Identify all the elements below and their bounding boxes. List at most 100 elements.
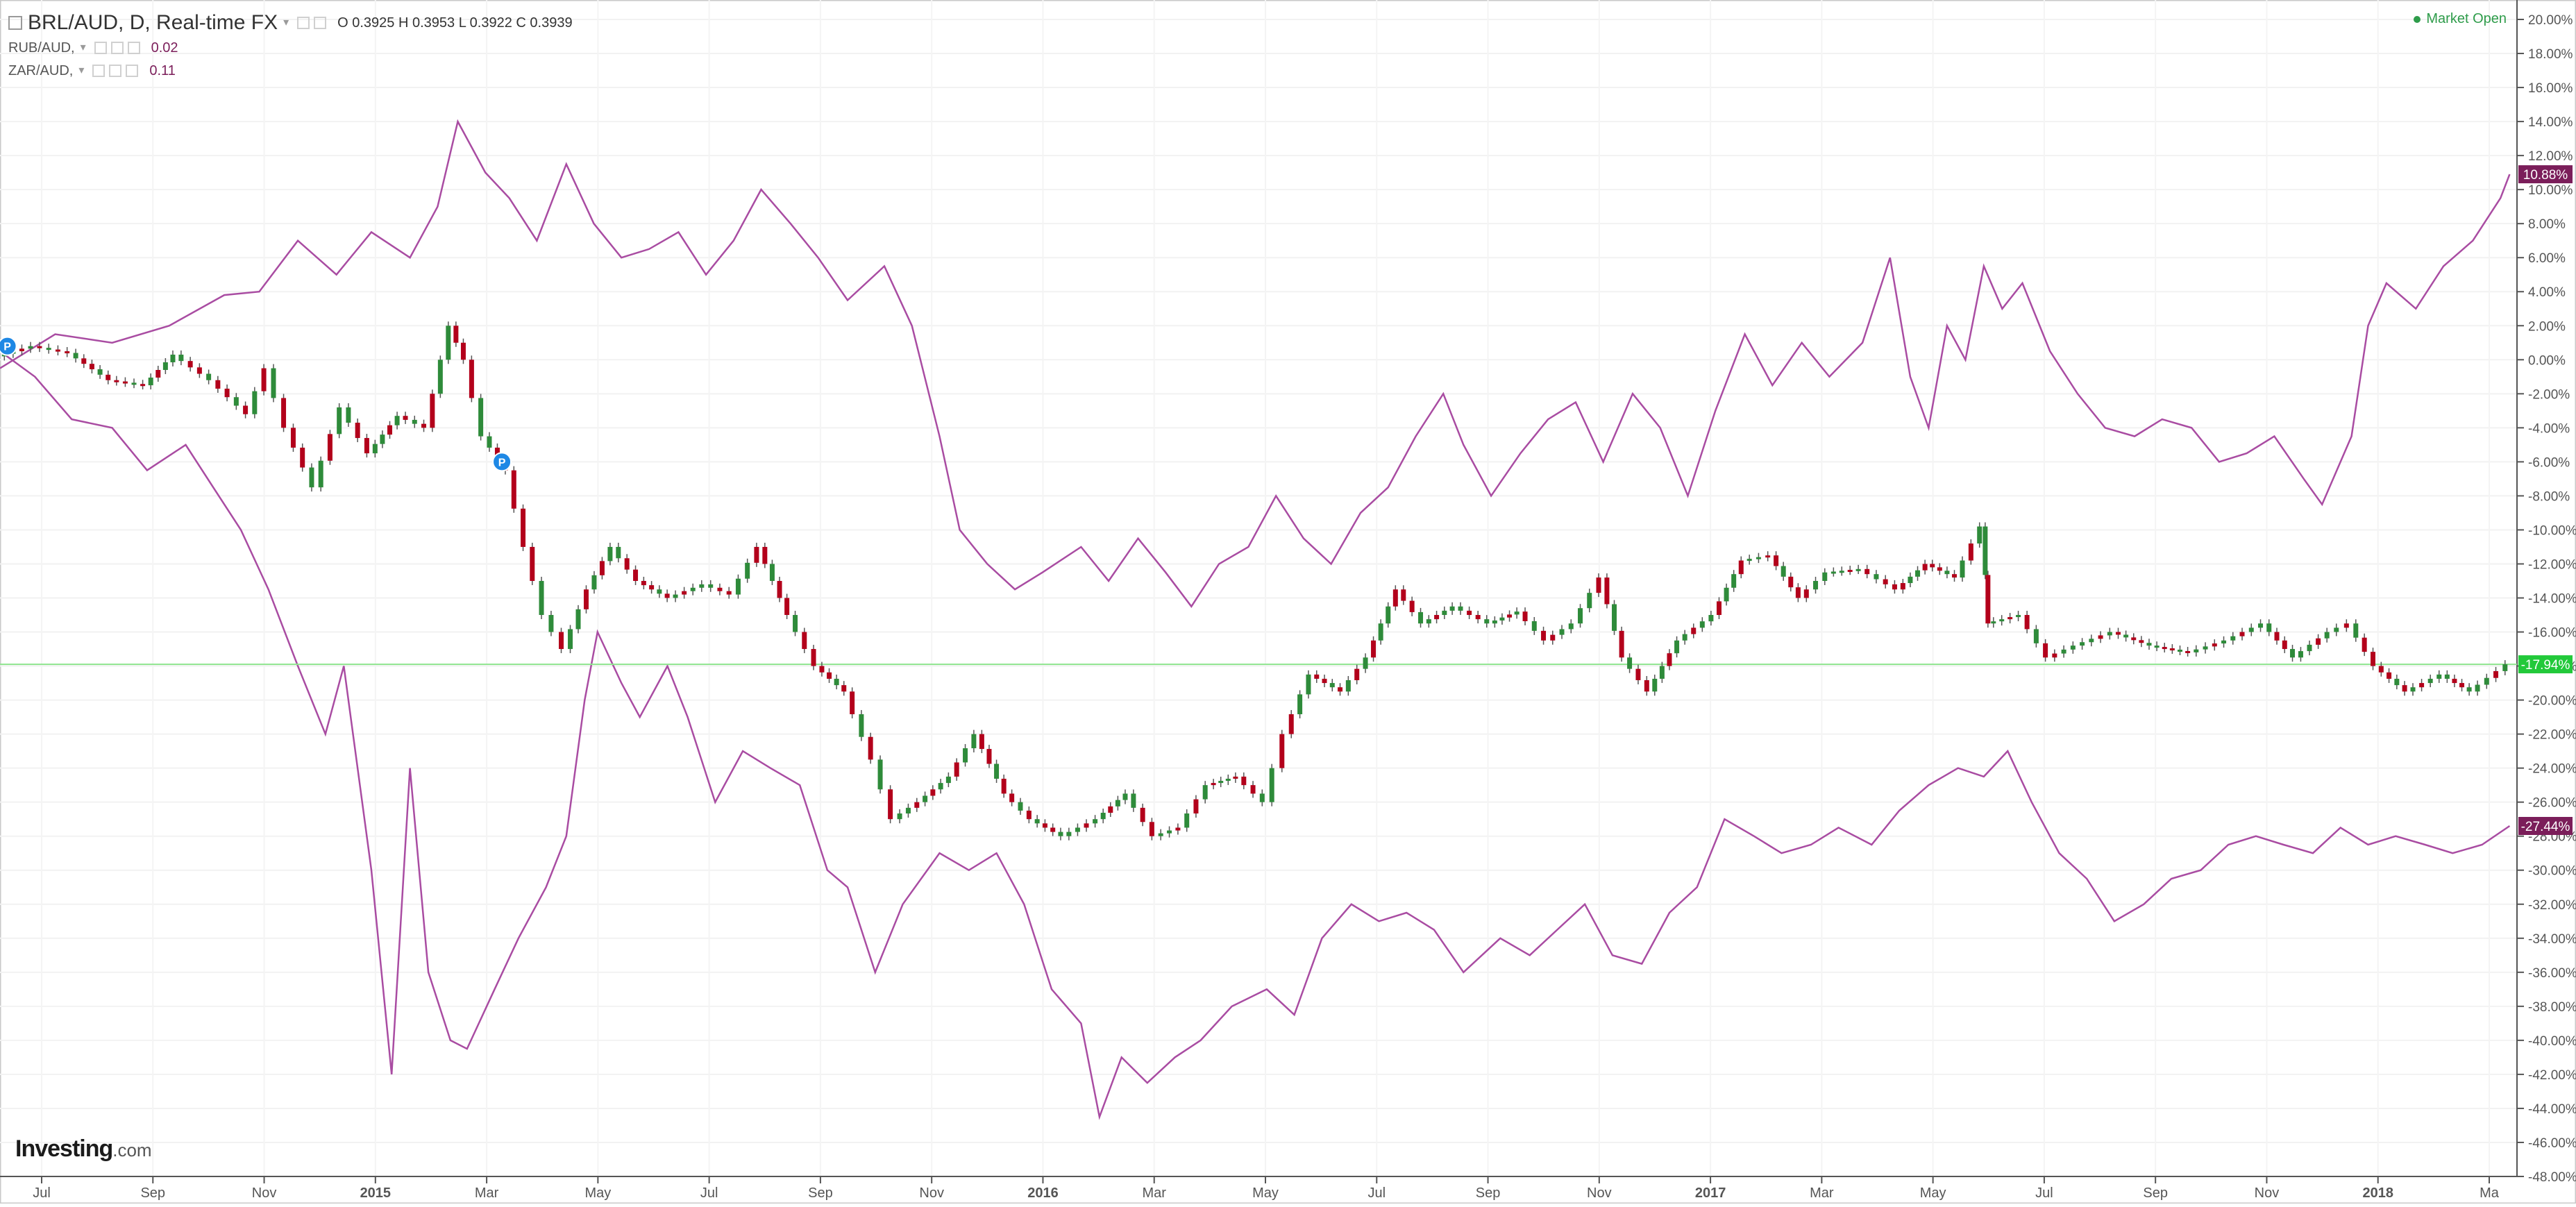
candle-body [2298,651,2303,658]
collapse-icon[interactable] [8,16,22,30]
candle-body [1131,793,1136,808]
close-icon[interactable] [126,64,139,77]
candle-body [657,589,662,594]
last-value-badge [2518,816,2573,835]
candle-body [170,354,176,362]
chevron-down-icon[interactable]: ▾ [283,17,289,28]
candle-body [888,789,893,820]
settings-icon[interactable] [110,41,124,54]
x-tick-label: Nov [1587,1185,1612,1201]
candle-body [1018,802,1023,811]
candle-body [271,368,276,398]
x-tick-label: Sep [140,1185,165,1201]
candle-body [1883,579,1888,584]
settings-icon[interactable] [109,64,122,77]
main-symbol[interactable]: BRL/AUD, D, Real-time FX [28,11,278,34]
y-tick-label: -10.00% [2528,523,2576,538]
event-marker[interactable] [492,452,512,472]
candle-body [1211,783,1216,786]
candle-body [2139,640,2144,643]
candle-body [859,714,864,737]
candle-body [178,354,184,362]
candle-body [769,564,775,581]
legend-main-row[interactable]: BRL/AUD, D, Real-time FX ▾ O 0.3925 H 0.… [8,10,573,36]
candle-body [1158,833,1163,836]
candle-body [784,598,790,616]
candle-body [1596,577,1601,593]
candle-body [2459,683,2465,688]
candle-body [131,382,137,385]
candle-body [355,422,360,439]
candle-body [1122,793,1128,800]
legend-compare-row-rub[interactable]: RUB/AUD, ▾ 0.02 [8,36,573,59]
candle-body [1442,610,1447,616]
x-tick-label: Ma [2480,1185,2500,1201]
close-icon[interactable] [127,41,140,54]
eye-icon[interactable] [92,64,106,77]
last-value-badge [2518,165,2573,184]
compare-symbol[interactable]: RUB/AUD, [8,40,75,56]
settings-icon[interactable] [314,17,327,29]
candle-body [1587,593,1592,609]
y-tick-label: -14.00% [2528,592,2576,607]
candle-body [548,615,554,632]
compare-symbol[interactable]: ZAR/AUD, [8,62,74,78]
candle-body [106,374,111,380]
last-value-badge [2518,655,2573,674]
candle-body [1716,601,1721,616]
x-tick-label: Jul [2035,1185,2053,1201]
eye-icon[interactable] [94,41,107,54]
candle-body [346,407,351,423]
candle-body [206,373,212,380]
candle-body [2484,677,2489,685]
candle-body [1652,678,1658,692]
candle-body [2239,632,2245,636]
chevron-down-icon[interactable]: ▾ [78,64,85,76]
y-tick-label: 20.00% [2528,13,2573,28]
candle-body [2007,617,2013,620]
candle-body [1788,576,1794,588]
candle-body [1297,694,1303,715]
candle-body [1915,570,1921,577]
eye-icon[interactable] [297,17,310,29]
candle-body [243,405,249,414]
y-tick-label: 16.00% [2528,81,2573,96]
y-tick-label: -20.00% [2528,694,2576,709]
candle-body [2427,678,2433,684]
compare-value: 0.11 [149,62,176,78]
candle-body [1507,614,1513,618]
event-marker[interactable] [0,336,17,356]
compare-value: 0.02 [151,40,178,56]
candle-body [1329,683,1335,688]
candle-body [261,368,267,391]
y-tick-label: 10.00% [2528,183,2573,198]
candle-body [979,734,984,750]
candle-body [1034,819,1040,824]
candle-body [690,587,696,591]
candle-body [1250,785,1256,794]
status-dot-icon [2414,16,2421,23]
candle-body [372,444,378,454]
candle-body [905,807,911,814]
candle-body [2162,647,2167,650]
candle-body [2123,634,2129,638]
candle-body [954,762,959,777]
candle-body [1991,621,1996,624]
candle-body [1746,559,1752,562]
candle-body [2410,687,2416,692]
candle-body [641,580,646,586]
x-tick-label: May [584,1185,611,1201]
chevron-down-icon[interactable]: ▾ [80,41,86,53]
candle-body [1093,819,1098,824]
candle-body [1691,627,1697,634]
event-marker-label: P [3,341,11,353]
candle-body [1042,823,1047,828]
candle-body [2402,685,2407,692]
legend-compare-row-zar[interactable]: ZAR/AUD, ▾ 0.11 [8,59,573,82]
candle-body [1612,604,1617,631]
candle-body [530,546,535,581]
y-tick-label: -4.00% [2528,421,2570,436]
candle-body [1066,832,1072,836]
